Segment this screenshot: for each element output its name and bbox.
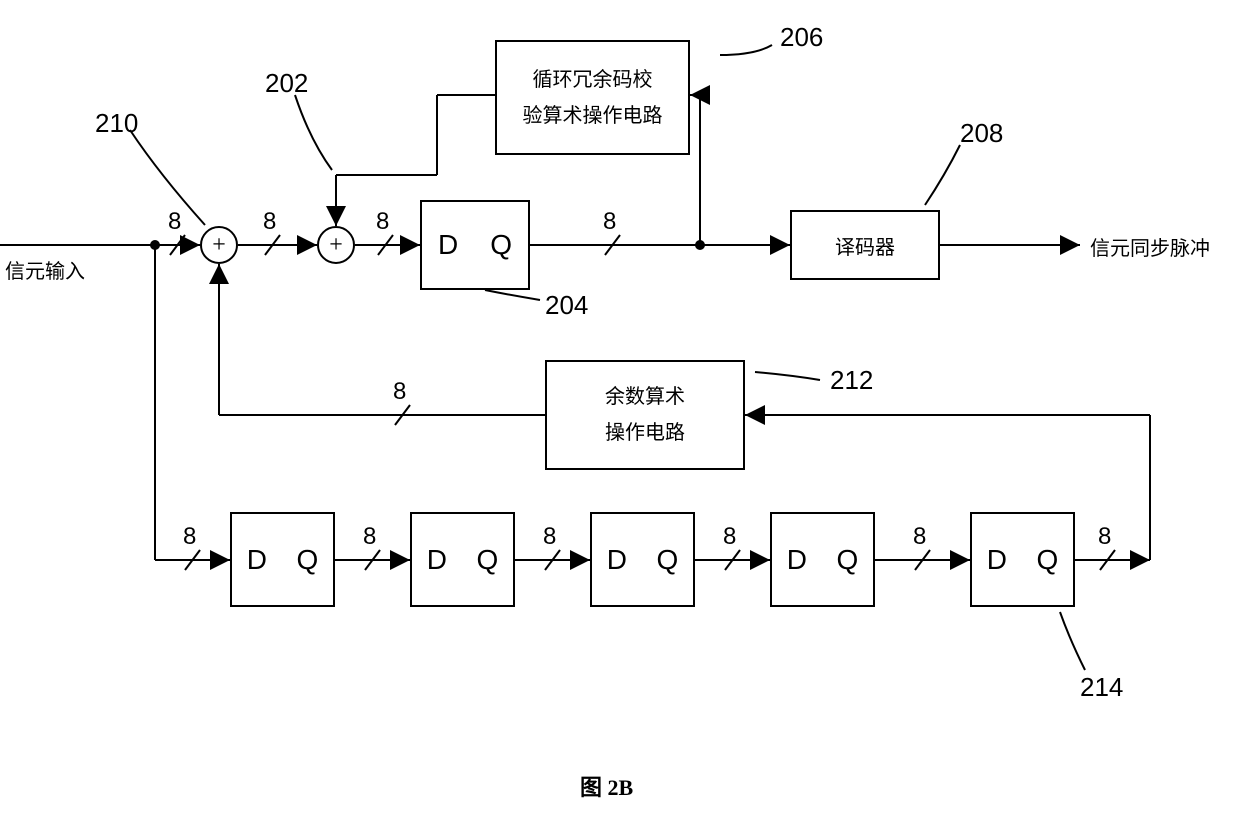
adder-right: + [317,226,355,264]
ref-212: 212 [830,365,873,396]
ref-206: 206 [780,22,823,53]
slash-1 [170,235,185,255]
remainder-line2: 操作电路 [605,415,685,451]
slash-c0 [185,550,200,570]
output-label: 信元同步脉冲 [1090,232,1210,261]
leader-208 [925,145,960,205]
crc-line2: 验算术操作电路 [523,98,663,134]
crc-line1: 循环冗余码校 [533,62,653,98]
adder-left-symbol: + [212,232,226,259]
slash-c2 [545,550,560,570]
input-label: 信元输入 [5,255,85,284]
bus-width-1: 8 [168,208,181,236]
slash-3 [378,235,393,255]
remainder-line1: 余数算术 [605,379,685,415]
bus-width-c2: 8 [543,523,556,551]
bus-width-c3: 8 [723,523,736,551]
slash-c1 [365,550,380,570]
bus-width-rem: 8 [393,378,406,406]
bus-width-2: 8 [263,208,276,236]
figure-label: 图 2B [580,770,633,802]
slash-rem [395,405,410,425]
slash-2 [265,235,280,255]
leader-202 [295,95,332,170]
dq-q: Q [490,229,512,261]
decoder-text: 译码器 [835,231,895,260]
slash-c4 [915,550,930,570]
ref-202: 202 [265,68,308,99]
ref-210: 210 [95,108,138,139]
slash-c3 [725,550,740,570]
dq-chain-5: D Q [970,512,1075,607]
dq-chain-3: D Q [590,512,695,607]
ref-214: 214 [1080,672,1123,703]
bus-width-c4: 8 [913,523,926,551]
decoder-block: 译码器 [790,210,940,280]
remainder-block: 余数算术 操作电路 [545,360,745,470]
leader-214 [1060,612,1085,670]
node-input-split [150,240,160,250]
slash-c5 [1100,550,1115,570]
dq-chain-4: D Q [770,512,875,607]
node-branch-crc [695,240,705,250]
crc-block: 循环冗余码校 验算术操作电路 [495,40,690,155]
adder-left: + [200,226,238,264]
bus-width-c5: 8 [1098,523,1111,551]
slash-4 [605,235,620,255]
ref-204: 204 [545,290,588,321]
leader-206 [720,45,772,55]
bus-width-c1: 8 [363,523,376,551]
dq-chain-2: D Q [410,512,515,607]
ref-208: 208 [960,118,1003,149]
leader-204 [485,290,540,300]
bus-width-c0: 8 [183,523,196,551]
leader-212 [755,372,820,380]
dq-chain-1: D Q [230,512,335,607]
dq-main-block: D Q [420,200,530,290]
bus-width-3: 8 [376,208,389,236]
bus-width-4: 8 [603,208,616,236]
dq-d: D [438,229,458,261]
adder-right-symbol: + [329,232,343,259]
